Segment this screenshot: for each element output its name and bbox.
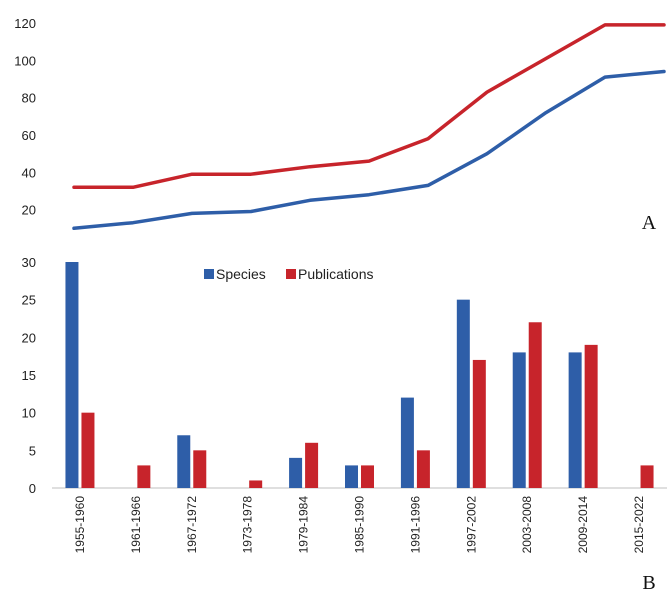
line-cumulative_species xyxy=(72,69,666,231)
panel-a-y-tick: 60 xyxy=(22,128,36,143)
panel-b-x-tick: 1985-1990 xyxy=(353,496,367,554)
bar-publications xyxy=(249,480,263,488)
panel-b-x-tick: 1997-2002 xyxy=(464,496,478,554)
panel-b-x-tick-labels: 1955-1960 1961-1966 1967-1972 1973-1978 1979… xyxy=(73,496,646,554)
panel-a-label: A xyxy=(642,212,657,234)
bar-publications xyxy=(584,344,598,488)
panel-b-y-tick: 20 xyxy=(22,330,36,345)
panel-b-y-tick: 25 xyxy=(22,293,36,308)
panel-a-y-tick: 100 xyxy=(14,53,36,68)
bar-species xyxy=(65,262,79,488)
panel-a-lines xyxy=(72,23,666,231)
bar-species xyxy=(400,397,414,488)
panel-b-bars xyxy=(65,262,654,488)
panel-a-y-tick: 40 xyxy=(22,165,36,180)
panel-a-y-tick: 120 xyxy=(14,16,36,31)
panel-a-line-chart: 20 40 60 80 100 120 A xyxy=(14,16,666,234)
bar-publications xyxy=(361,465,374,488)
panel-b-legend: Species Publications xyxy=(204,266,374,282)
panel-b-y-tick: 10 xyxy=(22,406,36,421)
bar-species xyxy=(345,465,358,488)
bar-publications xyxy=(137,465,151,488)
panel-b-y-tick: 15 xyxy=(22,368,36,383)
bar-species xyxy=(512,352,526,488)
panel-b-x-tick: 1955-1960 xyxy=(73,496,87,554)
legend-swatch-publications xyxy=(286,269,296,279)
bar-publications xyxy=(472,359,486,488)
panel-b-x-tick: 1991-1996 xyxy=(408,496,422,554)
legend-swatch-species xyxy=(204,269,214,279)
bar-species xyxy=(289,457,303,488)
panel-b-x-tick: 1967-1972 xyxy=(185,496,199,554)
bar-publications xyxy=(528,322,542,488)
bar-species xyxy=(177,435,191,488)
bar-species xyxy=(456,299,470,488)
panel-b-label: B xyxy=(642,572,655,594)
line-cumulative_publications xyxy=(72,23,666,190)
bar-publications xyxy=(416,450,430,488)
panel-a-y-tick: 80 xyxy=(22,91,36,106)
bar-publications xyxy=(305,442,319,488)
panel-b-x-tick: 2009-2014 xyxy=(576,496,590,554)
panel-b-bar-chart: 0 5 10 15 20 25 30 1955-1960 1961-1966 1967-1972… xyxy=(22,255,667,594)
panel-b-y-axis: 0 5 10 15 20 25 30 xyxy=(22,255,36,496)
panel-b-x-tick: 1979-1984 xyxy=(297,496,311,554)
legend-label-species: Species xyxy=(216,266,266,282)
panel-b-x-tick: 1961-1966 xyxy=(129,496,143,554)
panel-b-x-tick: 2003-2008 xyxy=(520,496,534,554)
bar-publications xyxy=(81,412,95,488)
panel-b-x-tick: 2015-2022 xyxy=(632,496,646,554)
bar-species xyxy=(568,352,582,488)
bar-publications xyxy=(193,450,207,488)
bar-publications xyxy=(640,465,654,488)
panel-b-x-tick: 1973-1978 xyxy=(241,496,255,554)
panel-b-y-tick: 0 xyxy=(29,481,36,496)
legend-label-publications: Publications xyxy=(298,266,374,282)
panel-a-y-axis: 20 40 60 80 100 120 xyxy=(14,16,36,218)
panel-a-y-tick: 20 xyxy=(22,203,36,218)
panel-b-y-tick: 30 xyxy=(22,255,36,270)
panel-b-y-tick: 5 xyxy=(29,443,36,458)
